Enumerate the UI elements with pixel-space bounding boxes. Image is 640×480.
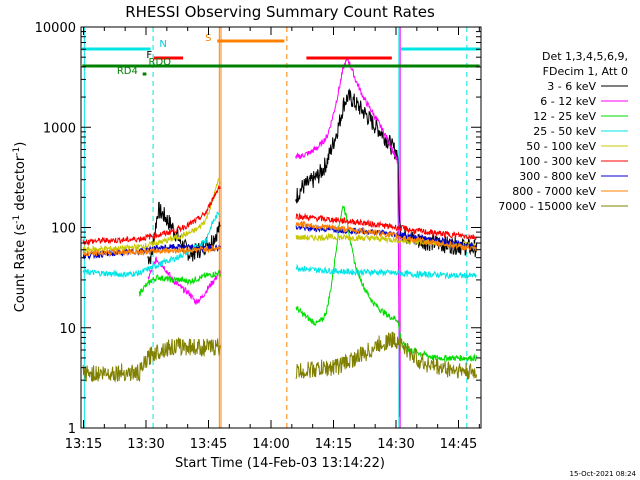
flag-label: N xyxy=(159,39,166,50)
x-tick-label: 13:45 xyxy=(190,437,227,452)
flag-label: F xyxy=(146,50,152,61)
legend: 3 - 6 keV 6 - 12 keV 12 - 25 keV 25 - 50 ke… xyxy=(498,80,628,213)
y-axis-label-sup1: -1 xyxy=(12,215,22,224)
flag-label: S xyxy=(205,33,211,44)
legend-entry-label: 6 - 12 keV xyxy=(540,95,596,108)
legend-header-2: FDecim 1, Att 0 xyxy=(543,65,628,78)
flag-label: RDO xyxy=(149,57,172,68)
legend-entry-label: 7000 - 15000 keV xyxy=(498,200,596,213)
series-line xyxy=(138,204,477,363)
y-axis-label-sup2: -1 xyxy=(12,147,22,156)
footer-date: 15-Oct-2021 08:24 xyxy=(570,470,637,478)
x-tick-label: 14:30 xyxy=(377,437,414,452)
y-tick-label: 100 xyxy=(51,222,76,237)
series-line xyxy=(82,211,477,280)
chart-title: RHESSI Observing Summary Count Rates xyxy=(125,3,435,21)
legend-entry-label: 12 - 25 keV xyxy=(533,110,596,123)
legend-entry-label: 100 - 300 keV xyxy=(519,155,596,168)
x-axis-label: Start Time (14-Feb-03 13:14:22) xyxy=(175,456,385,471)
x-tick-label: 14:15 xyxy=(315,437,352,452)
y-tick-label: 10000 xyxy=(35,21,76,36)
x-tick-label: 14:45 xyxy=(440,437,477,452)
x-tick-label: 13:30 xyxy=(127,437,164,452)
series-line xyxy=(82,220,478,257)
series-line xyxy=(82,177,478,254)
y-axis-label-end: ) xyxy=(13,142,28,147)
y-tick-label: 1000 xyxy=(43,121,76,136)
y-axis-label: Count Rate (s-1 detector-1) xyxy=(12,142,28,313)
legend-entry-label: 3 - 6 keV xyxy=(547,80,596,93)
y-tick-label: 1 xyxy=(68,422,76,437)
y-axis-label-mid: detector xyxy=(13,155,28,215)
legend-entry-label: 25 - 50 keV xyxy=(533,125,596,138)
legend-entry-label: 800 - 7000 keV xyxy=(512,185,596,198)
legend-entry-label: 50 - 100 keV xyxy=(526,140,596,153)
x-tick-label: 14:00 xyxy=(252,437,289,452)
x-tick-label: 13:15 xyxy=(65,437,102,452)
y-tick-label: 10 xyxy=(59,322,76,337)
series-line xyxy=(82,331,478,383)
series-line xyxy=(82,184,478,246)
flag-label: RD4 xyxy=(117,66,138,77)
legend-entry-label: 300 - 800 keV xyxy=(519,170,596,183)
legend-header-1: Det 1,3,4,5,6,9, xyxy=(542,50,628,63)
y-axis-label-main: Count Rate (s xyxy=(13,224,28,313)
